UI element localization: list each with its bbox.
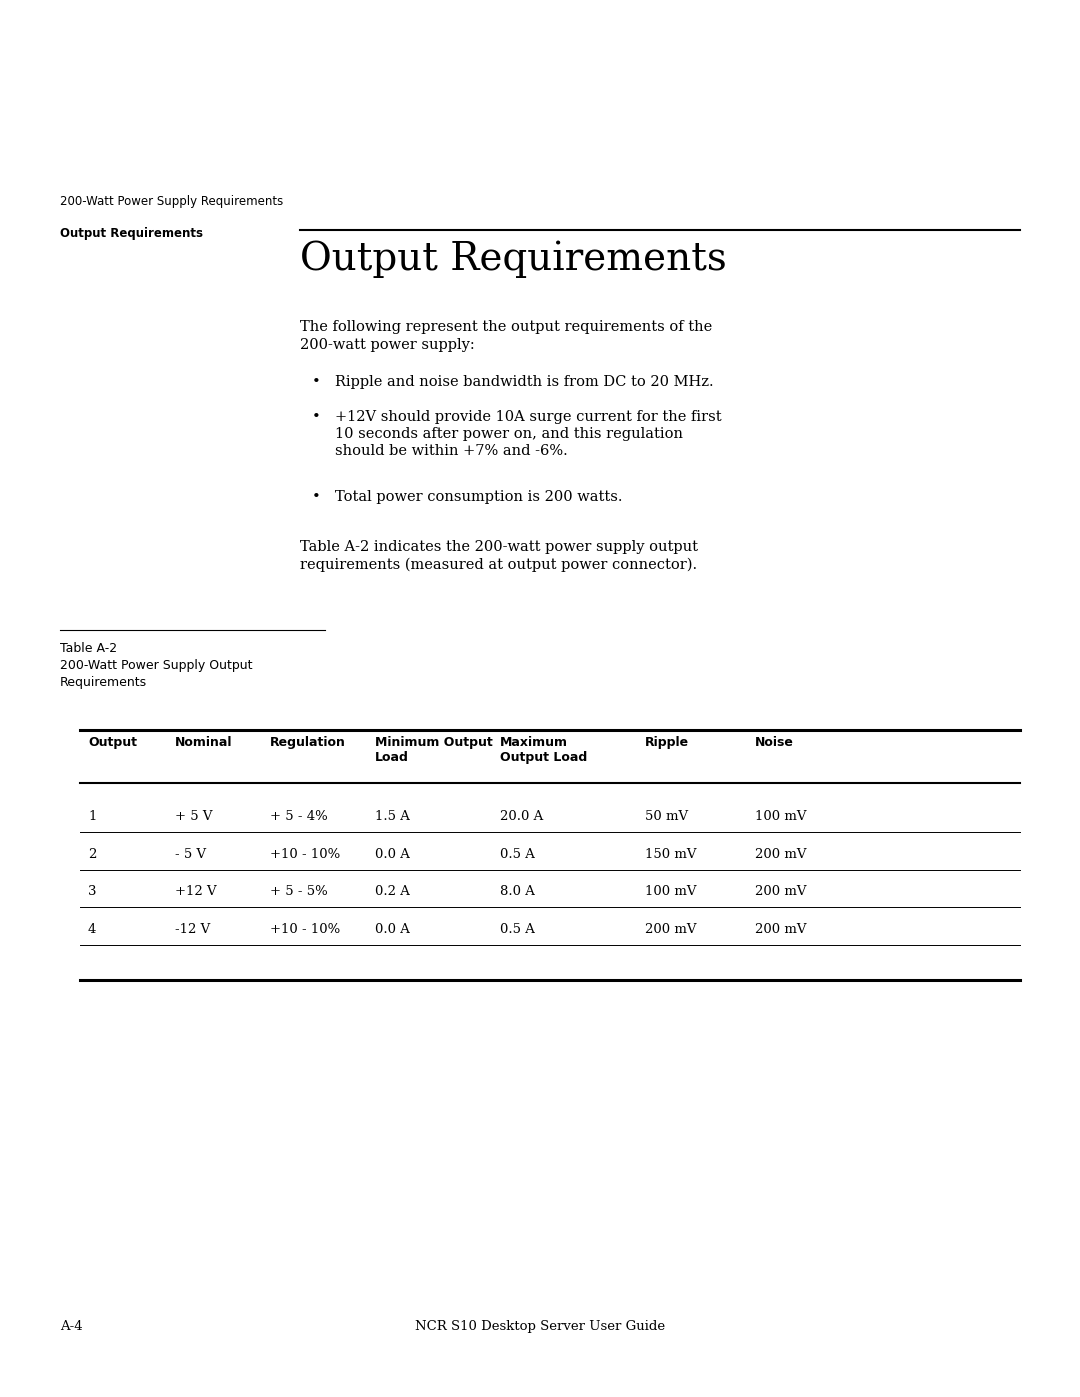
Text: NCR S10 Desktop Server User Guide: NCR S10 Desktop Server User Guide [415, 1320, 665, 1333]
Text: Noise: Noise [755, 736, 794, 749]
Text: 1: 1 [87, 810, 96, 823]
Text: Output Load: Output Load [500, 752, 588, 764]
Text: should be within +7% and -6%.: should be within +7% and -6%. [335, 444, 568, 458]
Text: 4: 4 [87, 923, 96, 936]
Text: Total power consumption is 200 watts.: Total power consumption is 200 watts. [335, 490, 622, 504]
Text: Nominal: Nominal [175, 736, 232, 749]
Text: Regulation: Regulation [270, 736, 346, 749]
Text: The following represent the output requirements of the: The following represent the output requi… [300, 320, 712, 334]
Text: •: • [312, 374, 321, 388]
Text: Load: Load [375, 752, 409, 764]
Text: 3: 3 [87, 886, 96, 898]
Text: 100 mV: 100 mV [645, 886, 697, 898]
Text: Ripple: Ripple [645, 736, 689, 749]
Text: •: • [312, 409, 321, 425]
Text: A-4: A-4 [60, 1320, 83, 1333]
Text: requirements (measured at output power connector).: requirements (measured at output power c… [300, 557, 697, 573]
Text: Maximum: Maximum [500, 736, 568, 749]
Text: Output Requirements: Output Requirements [300, 240, 727, 278]
Text: 200-watt power supply:: 200-watt power supply: [300, 338, 475, 352]
Text: + 5 V: + 5 V [175, 810, 213, 823]
Text: +12 V: +12 V [175, 886, 217, 898]
Text: Table A-2: Table A-2 [60, 643, 117, 655]
Text: Table A-2 indicates the 200-watt power supply output: Table A-2 indicates the 200-watt power s… [300, 541, 698, 555]
Text: 200 mV: 200 mV [645, 923, 697, 936]
Text: +10 - 10%: +10 - 10% [270, 848, 340, 861]
Text: Output Requirements: Output Requirements [60, 226, 203, 240]
Text: + 5 - 5%: + 5 - 5% [270, 886, 327, 898]
Text: 200-Watt Power Supply Requirements: 200-Watt Power Supply Requirements [60, 196, 283, 208]
Text: 0.5 A: 0.5 A [500, 848, 535, 861]
Text: 20.0 A: 20.0 A [500, 810, 543, 823]
Text: 0.5 A: 0.5 A [500, 923, 535, 936]
Text: - 5 V: - 5 V [175, 848, 206, 861]
Text: 50 mV: 50 mV [645, 810, 688, 823]
Text: 0.2 A: 0.2 A [375, 886, 410, 898]
Text: 0.0 A: 0.0 A [375, 848, 410, 861]
Text: + 5 - 4%: + 5 - 4% [270, 810, 327, 823]
Text: 200 mV: 200 mV [755, 886, 807, 898]
Text: 10 seconds after power on, and this regulation: 10 seconds after power on, and this regu… [335, 427, 683, 441]
Text: 200 mV: 200 mV [755, 923, 807, 936]
Text: Ripple and noise bandwidth is from DC to 20 MHz.: Ripple and noise bandwidth is from DC to… [335, 374, 714, 388]
Text: 1.5 A: 1.5 A [375, 810, 410, 823]
Text: 200-Watt Power Supply Output: 200-Watt Power Supply Output [60, 659, 253, 672]
Text: 100 mV: 100 mV [755, 810, 807, 823]
Text: •: • [312, 490, 321, 504]
Text: 200 mV: 200 mV [755, 848, 807, 861]
Text: Output: Output [87, 736, 137, 749]
Text: 150 mV: 150 mV [645, 848, 697, 861]
Text: Requirements: Requirements [60, 676, 147, 689]
Text: 0.0 A: 0.0 A [375, 923, 410, 936]
Text: 2: 2 [87, 848, 96, 861]
Text: Minimum Output: Minimum Output [375, 736, 492, 749]
Text: -12 V: -12 V [175, 923, 211, 936]
Text: +12V should provide 10A surge current for the first: +12V should provide 10A surge current fo… [335, 409, 721, 425]
Text: 8.0 A: 8.0 A [500, 886, 535, 898]
Text: +10 - 10%: +10 - 10% [270, 923, 340, 936]
